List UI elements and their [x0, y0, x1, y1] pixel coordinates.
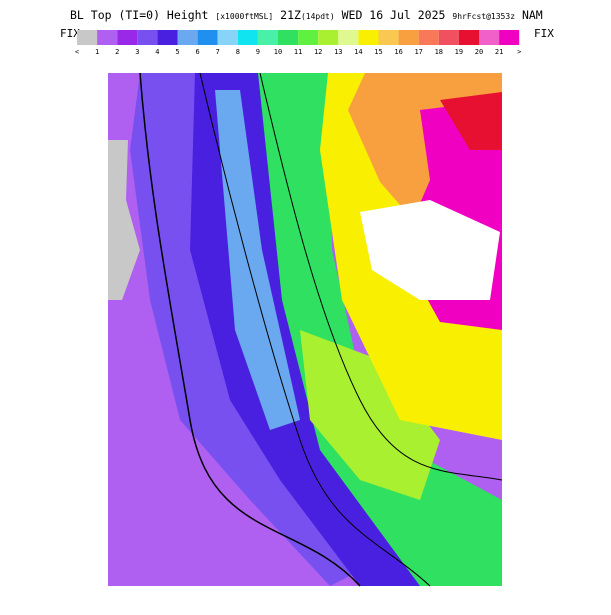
- colorbar-swatch: [137, 30, 158, 45]
- title-time: 21Z: [280, 8, 301, 22]
- colorbar-swatch: [237, 30, 258, 45]
- colorbar-swatch: [378, 30, 399, 45]
- colorbar-label: 13: [334, 48, 342, 56]
- colorbar-label: 6: [195, 48, 199, 56]
- land-gray: [108, 140, 140, 300]
- fix-right: FIX: [534, 27, 554, 40]
- colorbar-label: 1: [95, 48, 99, 56]
- colorbar-swatch: [398, 30, 419, 45]
- colorbar-swatch: [217, 30, 238, 45]
- title-forecast: 9hrFcst@1353z: [452, 12, 515, 21]
- colorbar-swatch: [257, 30, 278, 45]
- colorbar-swatch: [117, 30, 138, 45]
- colorbar-swatch: [278, 30, 299, 45]
- colorbar-label: 14: [354, 48, 362, 56]
- colorbar-label: 4: [155, 48, 159, 56]
- colorbar-label: <: [75, 48, 79, 56]
- title-date: WED 16 Jul 2025: [342, 8, 446, 22]
- fix-left: FIX: [60, 27, 80, 40]
- region-lightblue: [215, 90, 300, 430]
- contour: [139, 72, 361, 587]
- title: BL Top (TI=0) Height [x1000ftMSL] 21Z(14…: [70, 8, 543, 22]
- colorbar-label: >: [517, 48, 521, 56]
- region-red: [440, 92, 502, 150]
- colorbar-swatch: [157, 30, 178, 45]
- colorbar-label: 16: [394, 48, 402, 56]
- colorbar-swatch: [458, 30, 479, 45]
- colorbar-swatch: [298, 30, 319, 45]
- colorbar-swatch: [197, 30, 218, 45]
- contour: [199, 72, 431, 587]
- colorbar-label: 18: [435, 48, 443, 56]
- region-green: [258, 73, 502, 586]
- colorbar-swatch: [97, 30, 118, 45]
- title-units: [x1000ftMSL]: [215, 12, 273, 21]
- colorbar-label: 2: [115, 48, 119, 56]
- region-white: [360, 200, 500, 300]
- colorbar-label: 11: [294, 48, 302, 56]
- colorbar-swatch: [177, 30, 198, 45]
- colorbar-swatch: [77, 30, 98, 45]
- map: [108, 72, 503, 587]
- title-model: NAM: [522, 8, 543, 22]
- colorbar-swatch: [358, 30, 379, 45]
- colorbar-swatch: [499, 30, 520, 45]
- colorbar: <1 2 3 4 5 6 7 8 9 10 11 12 13 14 15 16 17 18 19 20 21 >: [75, 30, 521, 56]
- region-lime: [300, 330, 440, 500]
- colorbar-label: 15: [374, 48, 382, 56]
- colorbar-label: 3: [135, 48, 139, 56]
- contour: [259, 72, 503, 481]
- colorbar-label: 19: [455, 48, 463, 56]
- colorbar-label: 20: [475, 48, 483, 56]
- colorbar-label: 8: [236, 48, 240, 56]
- colorbar-label: 9: [256, 48, 260, 56]
- colorbar-swatch: [338, 30, 359, 45]
- colorbar-swatch: [479, 30, 500, 45]
- colorbar-label: 5: [175, 48, 179, 56]
- colorbar-label: 21: [495, 48, 503, 56]
- colorbar-label: 7: [216, 48, 220, 56]
- colorbar-swatch: [318, 30, 339, 45]
- colorbar-label: 10: [274, 48, 282, 56]
- colorbar-swatch: [418, 30, 439, 45]
- colorbar-label: 12: [314, 48, 322, 56]
- colorbar-label: 17: [414, 48, 422, 56]
- title-local: (14pdt): [301, 12, 335, 21]
- colorbar-swatch: [438, 30, 459, 45]
- title-main: BL Top (TI=0) Height: [70, 8, 208, 22]
